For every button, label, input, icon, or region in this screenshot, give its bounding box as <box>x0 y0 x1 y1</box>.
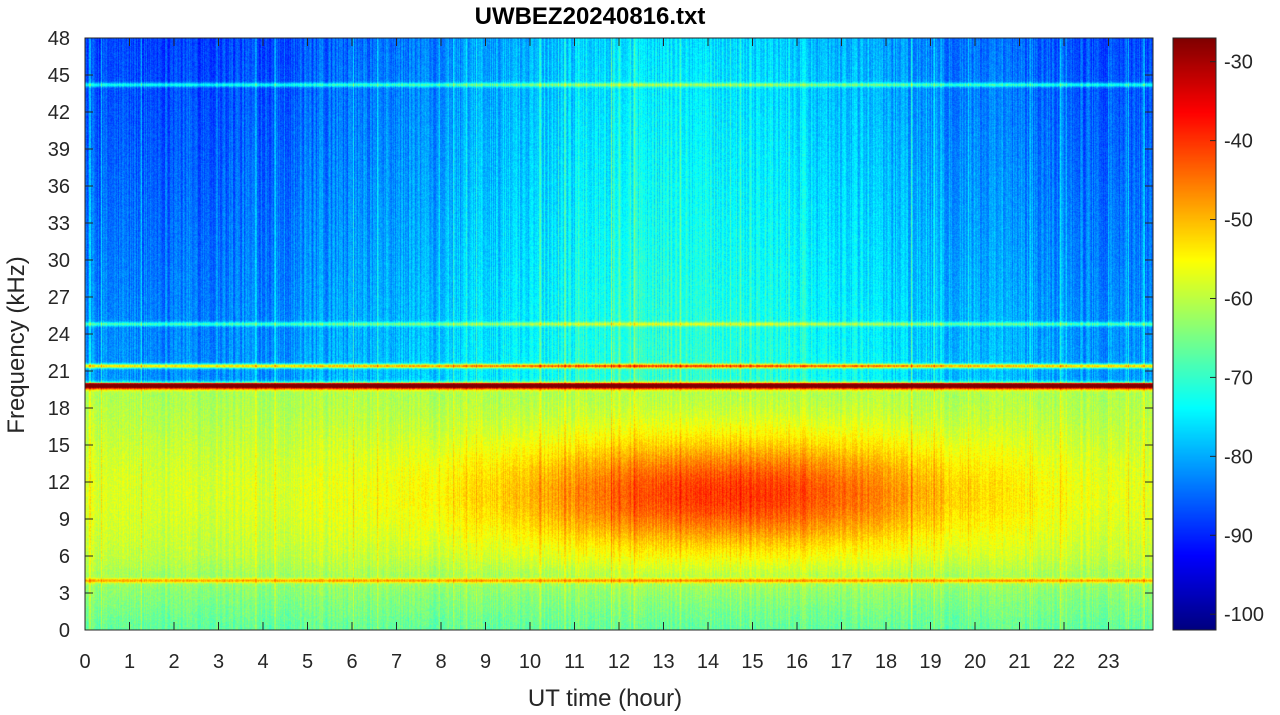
y-tick-label: 12 <box>48 472 70 494</box>
y-tick-label: 18 <box>48 398 70 420</box>
y-axis-label: Frequency (kHz) <box>3 256 30 433</box>
x-tick-label: 3 <box>213 651 224 673</box>
colorbar-tick-label: -60 <box>1224 288 1253 310</box>
x-tick-label: 11 <box>564 651 585 673</box>
colorbar-axis: -30 -40 -50 -60 -70 -80 -90 -100 <box>1210 52 1264 626</box>
x-tick-label: 2 <box>168 651 179 673</box>
x-tick-label: 21 <box>1008 651 1030 673</box>
colorbar-tick-label: -50 <box>1224 210 1253 232</box>
x-tick-label: 19 <box>919 651 941 673</box>
x-axis: 0 1 2 3 4 5 6 7 8 9 10 11 12 13 14 15 16 17 18 19 20 21 22 23 <box>79 38 1120 673</box>
x-tick-label: 16 <box>786 651 808 673</box>
y-tick-label: 36 <box>48 176 70 198</box>
colorbar-frame <box>1172 37 1217 631</box>
y-tick-label: 24 <box>48 324 70 346</box>
x-tick-label: 9 <box>480 651 491 673</box>
colorbar-tick-label: -70 <box>1224 367 1253 389</box>
colorbar-image <box>1173 38 1216 630</box>
y-tick-label: 9 <box>59 509 70 531</box>
x-tick-label: 12 <box>608 651 630 673</box>
colorbar-tick-label: -30 <box>1224 52 1253 74</box>
x-tick-label: 18 <box>875 651 897 673</box>
x-tick-label: 17 <box>830 651 852 673</box>
y-tick-label: 39 <box>48 139 70 161</box>
y-tick-label: 30 <box>48 250 70 272</box>
x-tick-label: 10 <box>519 651 541 673</box>
y-tick-label: 42 <box>48 102 70 124</box>
chart-title: UWBEZ20240816.txt <box>475 3 706 30</box>
x-tick-label: 0 <box>79 651 90 673</box>
y-tick-label: 15 <box>48 435 70 457</box>
x-tick-label: 13 <box>652 651 674 673</box>
x-tick-label: 7 <box>391 651 402 673</box>
colorbar-tick-label: -100 <box>1224 604 1264 626</box>
y-tick-label: 6 <box>59 546 70 568</box>
colorbar-tick-label: -40 <box>1224 131 1253 153</box>
y-tick-label: 33 <box>48 213 70 235</box>
x-axis-label: UT time (hour) <box>528 685 682 712</box>
x-tick-label: 1 <box>124 651 135 673</box>
x-tick-label: 4 <box>257 651 268 673</box>
spectrogram-image <box>85 38 1153 630</box>
x-tick-label: 20 <box>964 651 986 673</box>
x-tick-label: 15 <box>741 651 763 673</box>
x-tick-label: 8 <box>435 651 446 673</box>
x-tick-label: 23 <box>1097 651 1119 673</box>
x-tick-label: 6 <box>346 651 357 673</box>
x-tick-label: 14 <box>697 651 719 673</box>
y-tick-label: 21 <box>48 361 70 383</box>
x-tick-label: 22 <box>1053 651 1075 673</box>
colorbar-tick-label: -80 <box>1224 446 1253 468</box>
y-tick-label: 27 <box>48 287 70 309</box>
y-tick-label: 3 <box>59 583 70 605</box>
x-tick-label: 5 <box>302 651 313 673</box>
colorbar-tick-label: -90 <box>1224 525 1253 547</box>
y-tick-label: 0 <box>59 620 70 642</box>
y-tick-label: 48 <box>48 28 70 50</box>
y-tick-label: 45 <box>48 65 70 87</box>
